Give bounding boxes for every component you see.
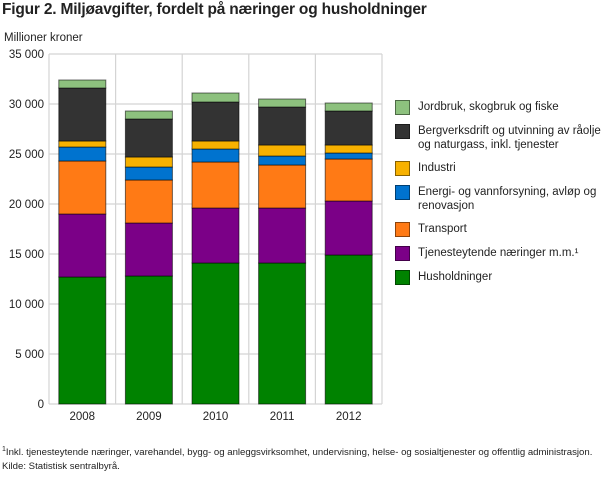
bar-segment — [324, 110, 373, 146]
y-tick-label: 35 000 — [9, 49, 44, 61]
y-tick-label: 30 000 — [9, 99, 44, 111]
bar-segment — [58, 146, 107, 162]
legend-item: Tjenesteytende næringer m.m.¹ — [395, 246, 608, 261]
y-tick-label: 20 000 — [9, 199, 44, 211]
x-tick-label: 2012 — [336, 411, 362, 423]
bar-segment — [258, 207, 307, 264]
x-tick-label: 2011 — [270, 411, 295, 423]
bar-segment — [258, 262, 307, 405]
y-tick-label: 25 000 — [9, 149, 44, 161]
bar-segment — [191, 101, 240, 142]
legend-item: Husholdninger — [395, 270, 608, 285]
legend-item: Transport — [395, 222, 608, 237]
bar-segment — [324, 102, 373, 112]
bar-segment — [124, 156, 173, 168]
plot-area: 0 5 000 10 000 15 000 20 000 25 000 30 000 35 0… — [9, 49, 383, 423]
chart-title: Figur 2. Miljøavgifter, fordelt på nærin… — [2, 1, 427, 18]
bar-segment — [258, 144, 307, 157]
legend-item: Energi- og vannforsyning, avløp og renov… — [395, 185, 608, 213]
legend-swatch — [395, 222, 410, 237]
legend-item: Industri — [395, 161, 608, 176]
legend-item: Bergverksdrift og utvinning av råolje og… — [395, 124, 608, 152]
legend-swatch — [395, 100, 410, 115]
bar-segment — [258, 98, 307, 108]
x-tick-label: 2010 — [203, 411, 229, 423]
bar-segment — [58, 213, 107, 278]
bar-segment — [124, 118, 173, 158]
bar-segment — [191, 92, 240, 103]
legend-label: Jordbruk, skogbruk og fiske — [418, 101, 559, 113]
legend-label: Bergverksdrift og utvinning av råolje og… — [418, 125, 601, 151]
y-tick-label: 5 000 — [15, 349, 44, 361]
legend-swatch — [395, 124, 410, 139]
y-tick-label: 0 — [38, 399, 44, 411]
bar-segment — [324, 254, 373, 405]
footnote-text: Inkl. tjenesteytende næringer, varehande… — [5, 447, 593, 458]
legend-label: Industri — [418, 162, 456, 174]
legend-item: Jordbruk, skogbruk og fiske — [395, 100, 608, 115]
bar-segment — [258, 106, 307, 146]
bar-segment — [324, 158, 373, 202]
x-tick-label: 2008 — [70, 411, 96, 423]
bar-segment — [258, 155, 307, 166]
source: Kilde: Statistisk sentralbyrå. — [2, 460, 120, 472]
y-axis-label: Millioner kroner — [4, 32, 83, 44]
y-tick-label: 15 000 — [9, 249, 44, 261]
footnote-mark: 1 — [2, 445, 6, 453]
bar-segment — [124, 222, 173, 277]
bar-segment — [58, 87, 107, 142]
bar-segment — [58, 276, 107, 405]
bar-segment — [191, 207, 240, 264]
legend-swatch — [395, 161, 410, 176]
bar-segment — [324, 144, 373, 154]
legend: Jordbruk, skogbruk og fiske Bergverksdrif… — [395, 100, 608, 294]
bar-segment — [58, 160, 107, 215]
bar-segment — [191, 140, 240, 150]
bar-segment — [58, 79, 107, 89]
bar-segment — [124, 166, 173, 181]
legend-label: Transport — [418, 223, 467, 235]
footnote: 1Inkl. tjenesteytende næringer, varehand… — [2, 446, 606, 460]
bar-segment — [258, 164, 307, 209]
legend-swatch — [395, 246, 410, 261]
legend-label: Husholdninger — [418, 271, 493, 283]
bar-segment — [124, 110, 173, 120]
bar-segment — [191, 262, 240, 405]
bar-segment — [191, 148, 240, 163]
bar-segment — [58, 140, 107, 148]
legend-label: Energi- og vannforsyning, avløp og renov… — [418, 186, 597, 212]
bar-segment — [191, 161, 240, 209]
x-tick-label: 2009 — [136, 411, 162, 423]
bar-segment — [124, 275, 173, 405]
bar-segment — [324, 200, 373, 256]
footnotes: 1Inkl. tjenesteytende næringer, varehand… — [2, 446, 606, 473]
bar-segment — [124, 179, 173, 224]
bar-segment — [324, 152, 373, 160]
legend-swatch — [395, 185, 410, 200]
y-tick-label: 10 000 — [9, 299, 44, 311]
legend-label: Tjenesteytende næringer m.m.¹ — [418, 247, 579, 259]
legend-swatch — [395, 270, 410, 285]
